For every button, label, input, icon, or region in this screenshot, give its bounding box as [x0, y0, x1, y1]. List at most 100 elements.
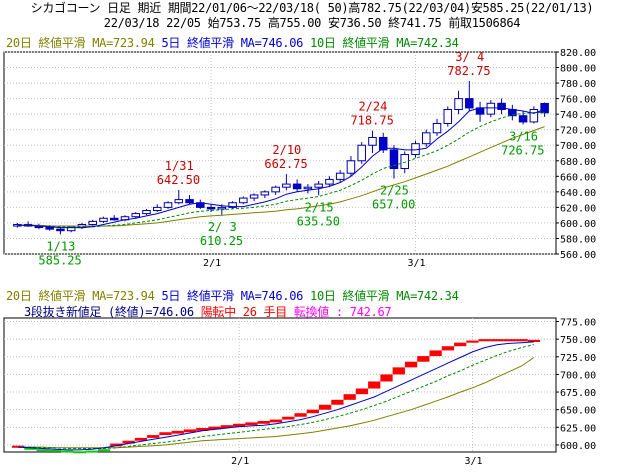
- new-price-brick: [368, 381, 381, 389]
- lower-ma10-line: [18, 344, 535, 449]
- new-price-brick: [171, 430, 184, 434]
- candle-body: [282, 183, 291, 188]
- upper-y-tick-label: 600.00: [560, 219, 596, 230]
- lower-plot-frame: [3, 317, 557, 453]
- new-price-brick: [490, 339, 504, 342]
- candle-body: [163, 202, 173, 208]
- new-price-brick: [61, 450, 74, 453]
- candle-body: [185, 199, 194, 204]
- lower-legend: 20日 終値平滑 MA=723.94 5日 終値平滑 MA=746.06 10日…: [6, 287, 459, 304]
- new-price-brick: [196, 428, 209, 431]
- candle-body: [314, 183, 323, 188]
- candle-body: [88, 220, 97, 225]
- new-price-brick: [343, 394, 356, 400]
- new-price-brick: [527, 339, 540, 342]
- new-price-reversal: 転換値 : 742.67: [293, 305, 392, 319]
- new-price-value: 3段抜き新値足 (終値)=746.06: [24, 305, 194, 319]
- new-price-brick: [233, 423, 246, 427]
- new-price-brick: [257, 420, 270, 424]
- new-price-brick: [134, 437, 148, 441]
- annotation-date: 2/24: [358, 100, 387, 114]
- candle-body: [540, 102, 549, 114]
- new-price-brick: [429, 350, 442, 357]
- annotation-date: 3/16: [509, 129, 538, 143]
- lower-ma5-line: [18, 341, 534, 451]
- candle-body: [239, 197, 248, 204]
- new-price-brick: [24, 447, 37, 450]
- upper-y-tick-label: 780.00: [560, 79, 596, 90]
- candle-body: [292, 183, 302, 190]
- candle-body: [206, 206, 216, 210]
- annotation-date: 2/25: [380, 184, 409, 198]
- candle-body: [346, 160, 356, 174]
- upper-legend: 20日 終値平滑 MA=723.94 5日 終値平滑 MA=746.06 10日…: [6, 34, 459, 51]
- new-price-brick: [159, 432, 172, 436]
- lower-y-tick-label: 700.00: [560, 370, 596, 381]
- candle-body: [335, 172, 345, 180]
- candle-body: [109, 217, 119, 221]
- lower-ma20-line: [18, 357, 535, 449]
- candle-body: [249, 194, 259, 199]
- upper-candle-chart: 560.00 580.00 600.00 620.00 640.00 660.00 680.…: [3, 48, 596, 269]
- new-price-brick: [36, 449, 49, 452]
- upper-y-tick-label: 700.00: [560, 141, 596, 152]
- candle-body: [174, 199, 184, 204]
- legend-ma10: 10日 終値平滑 MA=742.34: [310, 36, 459, 50]
- candle-body: [378, 136, 388, 151]
- upper-y-tick-label: 740.00: [560, 110, 596, 121]
- new-price-brick: [306, 409, 319, 414]
- candle-body: [152, 206, 162, 211]
- lower-y-tick-label: 750.00: [560, 335, 596, 346]
- new-price-brick: [331, 399, 344, 405]
- candle-body: [497, 102, 506, 110]
- annotation-date: 1/31: [165, 159, 194, 173]
- candle-body: [303, 186, 313, 190]
- new-price-brick: [208, 426, 221, 430]
- lower-y-tick-label: 625.00: [560, 423, 596, 434]
- candle-body: [99, 217, 108, 222]
- new-price-brick: [85, 450, 98, 453]
- new-price-brick: [245, 422, 258, 426]
- new-price-brick: [454, 342, 467, 347]
- upper-ma10-line: [17, 111, 545, 228]
- upper-y-tick-label: 820.00: [560, 48, 596, 59]
- lower-y-tick-label: 650.00: [560, 406, 596, 417]
- new-price-brick: [183, 429, 197, 433]
- upper-y-tick-label: 660.00: [560, 172, 596, 183]
- lower-y-tick-label: 725.00: [560, 353, 596, 364]
- annotation-date: 2/15: [305, 200, 334, 214]
- annotation-date: 1/13: [46, 239, 75, 253]
- candle-body: [228, 202, 237, 208]
- candle-body: [271, 186, 280, 193]
- annotation-value: 662.75: [264, 157, 307, 171]
- lower-x-tick-label: 2/1: [231, 456, 249, 467]
- annotation-value: 718.75: [350, 114, 393, 128]
- lower-legend-ma10: 10日 終値平滑 MA=742.34: [310, 289, 459, 303]
- new-price-brick: [380, 374, 393, 382]
- upper-y-tick-label: 720.00: [560, 126, 596, 137]
- new-price-brick: [466, 340, 479, 343]
- upper-y-tick-label: 560.00: [560, 250, 596, 261]
- new-price-brick: [392, 367, 405, 375]
- annotation-value: 635.50: [297, 214, 340, 228]
- candle-body: [529, 108, 539, 123]
- candle-body: [432, 122, 442, 134]
- lower-new-price-chart: 600.00 625.00 650.00 675.00 700.00 725.00 750.…: [3, 317, 596, 467]
- new-price-brick: [110, 443, 123, 447]
- upper-y-tick-label: 680.00: [560, 157, 596, 168]
- lower-legend-ma20: 20日 終値平滑 MA=723.94: [6, 289, 155, 303]
- candle-body: [56, 228, 65, 232]
- legend-ma20: 20日 終値平滑 MA=723.94: [6, 36, 155, 50]
- lower-y-tick-label: 775.00: [560, 318, 596, 329]
- new-price-brick: [294, 413, 307, 417]
- new-price-brick: [404, 361, 418, 368]
- annotation-value: 610.25: [200, 234, 243, 248]
- new-price-brick: [318, 404, 332, 410]
- chart-title-line1: シカゴコーン 日足 期近 期間22/01/06～22/03/18( 50)高78…: [30, 1, 594, 15]
- candle-body: [454, 98, 463, 110]
- new-price-state: 陽転中: [200, 305, 236, 319]
- new-price-brick: [269, 419, 283, 423]
- upper-x-tick-label: 3/1: [408, 258, 426, 269]
- lower-legend-ma5: 5日 終値平滑 MA=746.06: [161, 289, 304, 303]
- lower-x-tick-label: 3/1: [464, 456, 482, 467]
